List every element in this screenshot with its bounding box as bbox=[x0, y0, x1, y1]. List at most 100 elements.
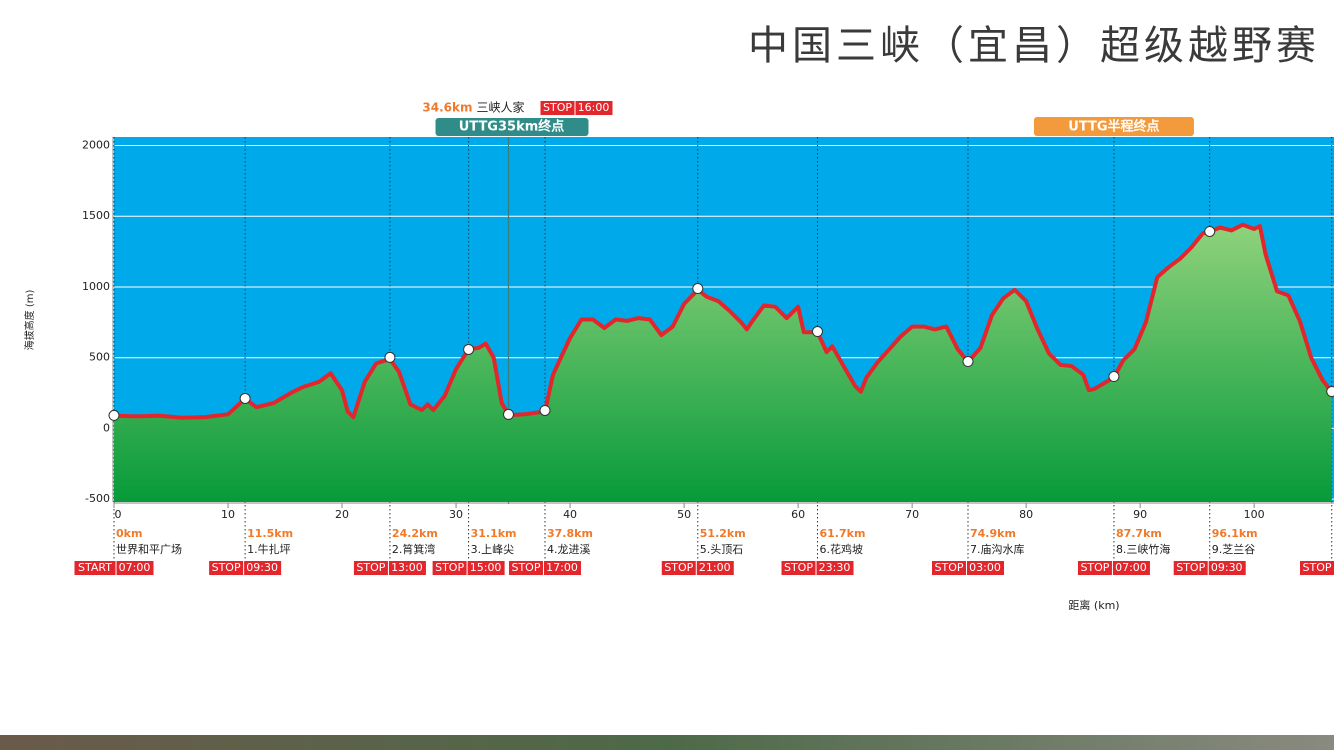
time-label: 16:00 bbox=[578, 101, 610, 114]
y-tick-label: 1500 bbox=[82, 209, 110, 222]
time-box bbox=[116, 561, 154, 575]
status-label: START bbox=[78, 561, 112, 574]
half-banner-box bbox=[1033, 117, 1194, 136]
y-tick-label: -500 bbox=[85, 492, 110, 505]
status-box bbox=[353, 561, 388, 575]
time-label: 21:00 bbox=[699, 561, 731, 574]
time-label: 15:00 bbox=[470, 561, 502, 574]
x-tick-label: 70 bbox=[905, 508, 919, 521]
x-tick-label: 0 bbox=[115, 508, 122, 521]
checkpoint-km: 37.8km bbox=[547, 527, 593, 540]
status-box bbox=[661, 561, 696, 575]
checkpoint-marker bbox=[1326, 386, 1334, 398]
x-tick-label: 30 bbox=[449, 508, 463, 521]
x-tick-label: 40 bbox=[563, 508, 577, 521]
checkpoint-name: 6.花鸡坡 bbox=[819, 542, 863, 556]
checkpoint-name: 9.芝兰谷 bbox=[1212, 543, 1256, 556]
checkpoint-km: 11.5km bbox=[247, 527, 293, 540]
status-box bbox=[508, 561, 543, 575]
time-label: 13:00 bbox=[391, 561, 423, 574]
y-tick-label: 500 bbox=[89, 351, 110, 364]
time-box bbox=[244, 561, 282, 575]
status-label: STOP bbox=[212, 561, 241, 574]
y-tick-label: 2000 bbox=[82, 138, 110, 151]
checkpoint-km: 51.2km bbox=[700, 527, 746, 540]
x-tick-label: 80 bbox=[1019, 508, 1033, 521]
status-box bbox=[781, 561, 816, 575]
status-label: STOP bbox=[1176, 561, 1205, 574]
checkpoint-name: 3.上峰尖 bbox=[471, 543, 515, 556]
status-label: STOP bbox=[543, 101, 572, 114]
time-box bbox=[543, 561, 581, 575]
checkpoint-km: 74.9km bbox=[970, 527, 1016, 540]
status-label: STOP bbox=[664, 561, 693, 574]
y-axis-label: 海拔高度 (m) bbox=[23, 290, 36, 351]
time-box bbox=[467, 561, 505, 575]
checkpoint-name: 7.庙沟水库 bbox=[970, 542, 1025, 556]
checkpoint-marker bbox=[962, 356, 974, 368]
time-box bbox=[967, 561, 1004, 575]
time-label: 07:00 bbox=[119, 561, 151, 574]
x-axis-label: 距离 (km) bbox=[1068, 598, 1119, 612]
time-box bbox=[1112, 561, 1150, 575]
status-box bbox=[1173, 561, 1208, 575]
checkpoint-name: 1.牛扎坪 bbox=[247, 542, 291, 556]
status-box bbox=[1300, 561, 1334, 575]
status-label: STOP bbox=[435, 561, 464, 574]
status-box bbox=[1077, 561, 1112, 575]
status-box bbox=[209, 561, 244, 575]
y-tick-label: 0 bbox=[103, 421, 110, 434]
x-tick-label: 90 bbox=[1133, 508, 1147, 521]
checkpoint-marker bbox=[692, 283, 704, 295]
status-label: STOP bbox=[1080, 561, 1109, 574]
checkpoint-km: 24.2km bbox=[392, 527, 438, 540]
status-label: STOP bbox=[1303, 561, 1332, 574]
status-box bbox=[74, 561, 116, 575]
time-label: 09:30 bbox=[246, 561, 278, 574]
time-label: 17:00 bbox=[546, 561, 578, 574]
checkpoint-km: 0km bbox=[116, 527, 142, 540]
time-box bbox=[816, 561, 854, 575]
checkpoint-name: 世界和平广场 bbox=[116, 542, 182, 556]
checkpoint-name: 5.头顶石 bbox=[700, 543, 744, 556]
checkpoint-marker bbox=[503, 408, 515, 420]
elevation-area bbox=[114, 224, 1332, 502]
finish-name: 三峡人家 bbox=[477, 100, 525, 115]
checkpoint-marker bbox=[384, 351, 396, 363]
x-tick-label: 20 bbox=[335, 508, 349, 521]
checkpoint-km: 87.7km bbox=[1116, 527, 1162, 540]
status-label: STOP bbox=[356, 561, 385, 574]
checkpoint-km: 31.1km bbox=[471, 527, 517, 540]
photo-strip bbox=[0, 735, 1334, 750]
x-tick-label: 10 bbox=[221, 508, 235, 521]
status-label: STOP bbox=[511, 561, 540, 574]
finish-banner: UTTG35km终点 bbox=[459, 119, 565, 135]
checkpoint-marker bbox=[1108, 371, 1120, 383]
x-tick-label: 60 bbox=[791, 508, 805, 521]
checkpoint-km: 96.1km bbox=[1212, 527, 1258, 540]
checkpoint-name: 8.三峡竹海 bbox=[1116, 542, 1171, 556]
status-box bbox=[540, 101, 575, 115]
status-label: STOP bbox=[784, 561, 813, 574]
checkpoint-marker bbox=[1204, 226, 1216, 238]
checkpoint-marker bbox=[108, 409, 120, 421]
checkpoint-name: 4.龙进溪 bbox=[547, 543, 591, 556]
checkpoint-marker bbox=[239, 392, 251, 404]
time-box bbox=[388, 561, 426, 575]
x-tick-label: 50 bbox=[677, 508, 691, 521]
time-box bbox=[575, 101, 613, 115]
finish-banner-box bbox=[435, 118, 589, 136]
x-tick-label: 100 bbox=[1244, 508, 1265, 521]
finish-km: 34.6km bbox=[422, 101, 472, 115]
checkpoint-name: 2.筲箕湾 bbox=[392, 542, 436, 556]
checkpoint-marker bbox=[811, 326, 823, 338]
status-box bbox=[432, 561, 467, 575]
time-label: 03:00 bbox=[969, 561, 1001, 574]
status-box bbox=[932, 561, 966, 575]
checkpoint-marker bbox=[539, 404, 551, 416]
y-tick-label: 1000 bbox=[82, 280, 110, 293]
time-label: 09:30 bbox=[1211, 561, 1243, 574]
time-box bbox=[1208, 561, 1246, 575]
time-label: 23:30 bbox=[819, 561, 851, 574]
